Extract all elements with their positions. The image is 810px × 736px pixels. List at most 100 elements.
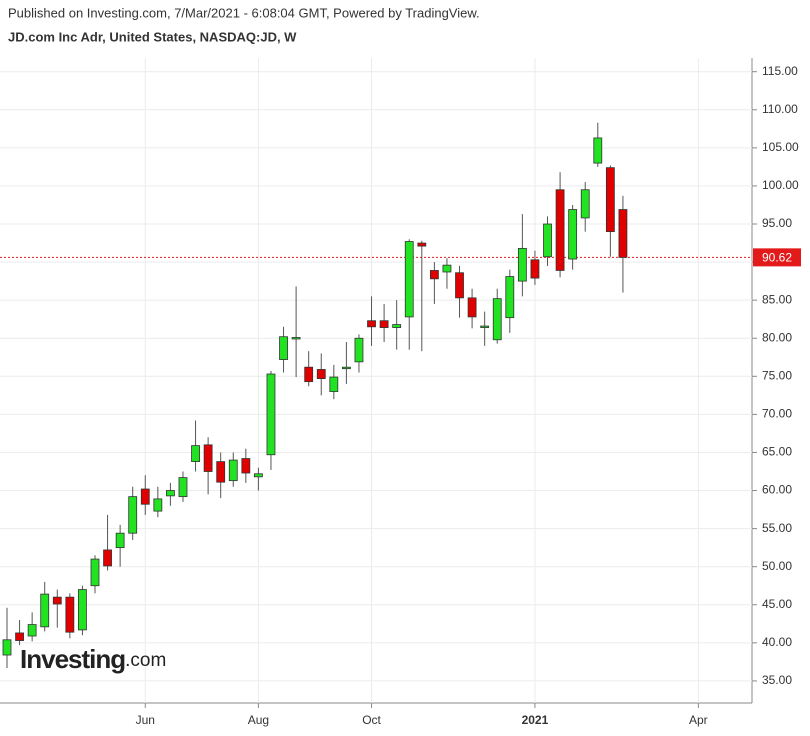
candle xyxy=(140,475,150,515)
candle-body xyxy=(618,209,628,258)
candle-body xyxy=(78,589,87,631)
candle-body xyxy=(467,297,477,318)
candle-body xyxy=(279,336,288,360)
candle xyxy=(203,437,213,495)
candle xyxy=(392,300,402,350)
candle-body xyxy=(593,137,603,164)
chart-subtitle: Published on Investing.com, 7/Mar/2021 -… xyxy=(8,5,480,20)
candle-body xyxy=(2,639,12,656)
x-tick-label: Oct xyxy=(362,713,381,727)
x-tick-label: 2021 xyxy=(522,713,549,727)
candle xyxy=(291,286,301,378)
candle xyxy=(27,612,37,642)
y-tick-label: 45.00 xyxy=(762,597,792,611)
candle xyxy=(266,370,276,470)
candle xyxy=(65,593,75,639)
candle-body xyxy=(605,167,615,233)
candle xyxy=(618,195,628,293)
candle xyxy=(341,342,351,384)
y-tick-label: 75.00 xyxy=(762,368,792,382)
y-tick-label: 80.00 xyxy=(762,330,792,344)
y-tick-label: 35.00 xyxy=(762,673,792,687)
y-tick-label: 60.00 xyxy=(762,483,792,497)
candle-body xyxy=(153,498,163,512)
candle xyxy=(316,353,326,396)
candle xyxy=(103,514,112,571)
candle-body xyxy=(379,320,389,328)
candle-body xyxy=(580,189,590,219)
candle xyxy=(555,172,565,278)
candle xyxy=(442,258,452,289)
candle xyxy=(153,486,163,518)
y-tick-label: 85.00 xyxy=(762,292,792,306)
candle xyxy=(379,303,389,343)
candle xyxy=(216,452,226,499)
candle-body xyxy=(316,369,326,379)
candle xyxy=(228,452,238,487)
candle-body xyxy=(27,624,37,637)
candle xyxy=(517,214,527,297)
candle xyxy=(354,334,364,373)
candle-body xyxy=(543,223,552,258)
candle xyxy=(128,486,138,541)
candle-body xyxy=(241,458,251,474)
candle-body xyxy=(568,209,578,260)
candle-body xyxy=(203,444,213,472)
y-tick-label: 115.00 xyxy=(762,64,798,78)
candle-body xyxy=(166,490,175,497)
candle-body xyxy=(367,320,376,328)
candle-body xyxy=(530,259,540,279)
x-tick-label: Aug xyxy=(248,713,269,727)
candle-body xyxy=(115,532,125,549)
candle-body xyxy=(480,325,490,328)
candle-body xyxy=(291,337,301,340)
candle xyxy=(115,524,125,567)
candle xyxy=(580,182,590,232)
y-tick-label: 55.00 xyxy=(762,521,792,535)
candle xyxy=(166,482,175,506)
candle xyxy=(40,581,50,632)
candle-body xyxy=(140,488,150,505)
candle xyxy=(605,165,615,257)
candle-body xyxy=(103,549,112,567)
candle xyxy=(241,448,251,483)
candle-body xyxy=(442,264,452,273)
candle xyxy=(191,420,200,472)
candle xyxy=(304,351,314,387)
candle-body xyxy=(178,477,188,498)
candle-body xyxy=(329,376,339,392)
x-tick-label: Jun xyxy=(136,713,155,727)
candle-body xyxy=(128,496,138,534)
y-tick-label: 105.00 xyxy=(762,140,799,154)
last-price-label: 90.62 xyxy=(762,251,792,265)
candle-body xyxy=(191,445,200,463)
candle-body xyxy=(65,596,75,633)
candle xyxy=(367,296,376,346)
candle-body xyxy=(253,473,263,478)
candle xyxy=(455,265,464,318)
candle xyxy=(429,262,439,304)
candle xyxy=(480,311,490,346)
candle-body xyxy=(304,366,314,383)
y-tick-label: 40.00 xyxy=(762,635,792,649)
candle xyxy=(467,288,477,329)
candle-body xyxy=(52,596,62,605)
logo-name: Investing xyxy=(20,644,125,674)
y-tick-label: 95.00 xyxy=(762,216,792,230)
y-tick-label: 110.00 xyxy=(762,102,798,116)
chart-title: JD.com Inc Adr, United States, NASDAQ:JD… xyxy=(8,29,297,44)
candle xyxy=(52,589,62,628)
candle-body xyxy=(392,324,402,328)
y-tick-label: 100.00 xyxy=(762,178,799,192)
last-price-box xyxy=(753,248,801,267)
candle xyxy=(178,471,188,502)
candle xyxy=(15,619,24,646)
candle xyxy=(279,326,288,373)
candle xyxy=(492,288,502,344)
candle-body xyxy=(555,189,565,271)
logo: Investing.com xyxy=(20,644,166,674)
candle-body xyxy=(40,593,50,628)
candle xyxy=(90,555,100,594)
candle-body xyxy=(429,270,439,280)
